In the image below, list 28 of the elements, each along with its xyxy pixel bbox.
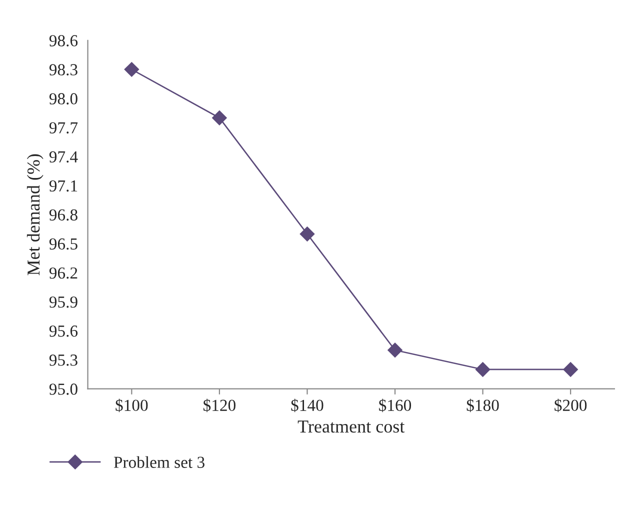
y-axis-title: Met demand (%) <box>26 154 44 276</box>
y-tick-label: 98.0 <box>49 93 78 104</box>
y-tick-label: 96.2 <box>49 267 78 279</box>
y-tick-label: 98.6 <box>49 35 78 46</box>
point <box>212 110 227 126</box>
point <box>563 362 578 377</box>
y-tick-label: 96.8 <box>49 209 78 221</box>
y-tick-label: 97.7 <box>49 122 78 134</box>
y-tick-label: 95.3 <box>49 354 78 366</box>
y-tick-label: 95.0 <box>49 384 78 395</box>
y-tick-label: 98.3 <box>49 64 78 76</box>
point <box>475 362 490 377</box>
point <box>300 226 315 242</box>
y-tick-label: 95.9 <box>49 296 78 308</box>
y-tick-label: 97.1 <box>49 180 78 192</box>
y-tick-label: 95.6 <box>49 326 78 337</box>
y-tick-label: 96.5 <box>49 238 78 250</box>
x-tick-label: $100 <box>116 398 148 412</box>
y-tick-label: 97.4 <box>49 151 78 163</box>
x-tick-label: $180 <box>466 398 499 412</box>
x-axis-title: Treatment cost <box>298 420 405 433</box>
point <box>388 342 402 358</box>
legend-label: Problem set 3 <box>114 456 204 468</box>
x-tick-label: $160 <box>379 398 412 412</box>
point <box>124 62 140 77</box>
x-tick-label: $200 <box>554 398 587 412</box>
x-tick-label: $120 <box>204 398 236 412</box>
x-tick-label: $140 <box>291 398 324 412</box>
